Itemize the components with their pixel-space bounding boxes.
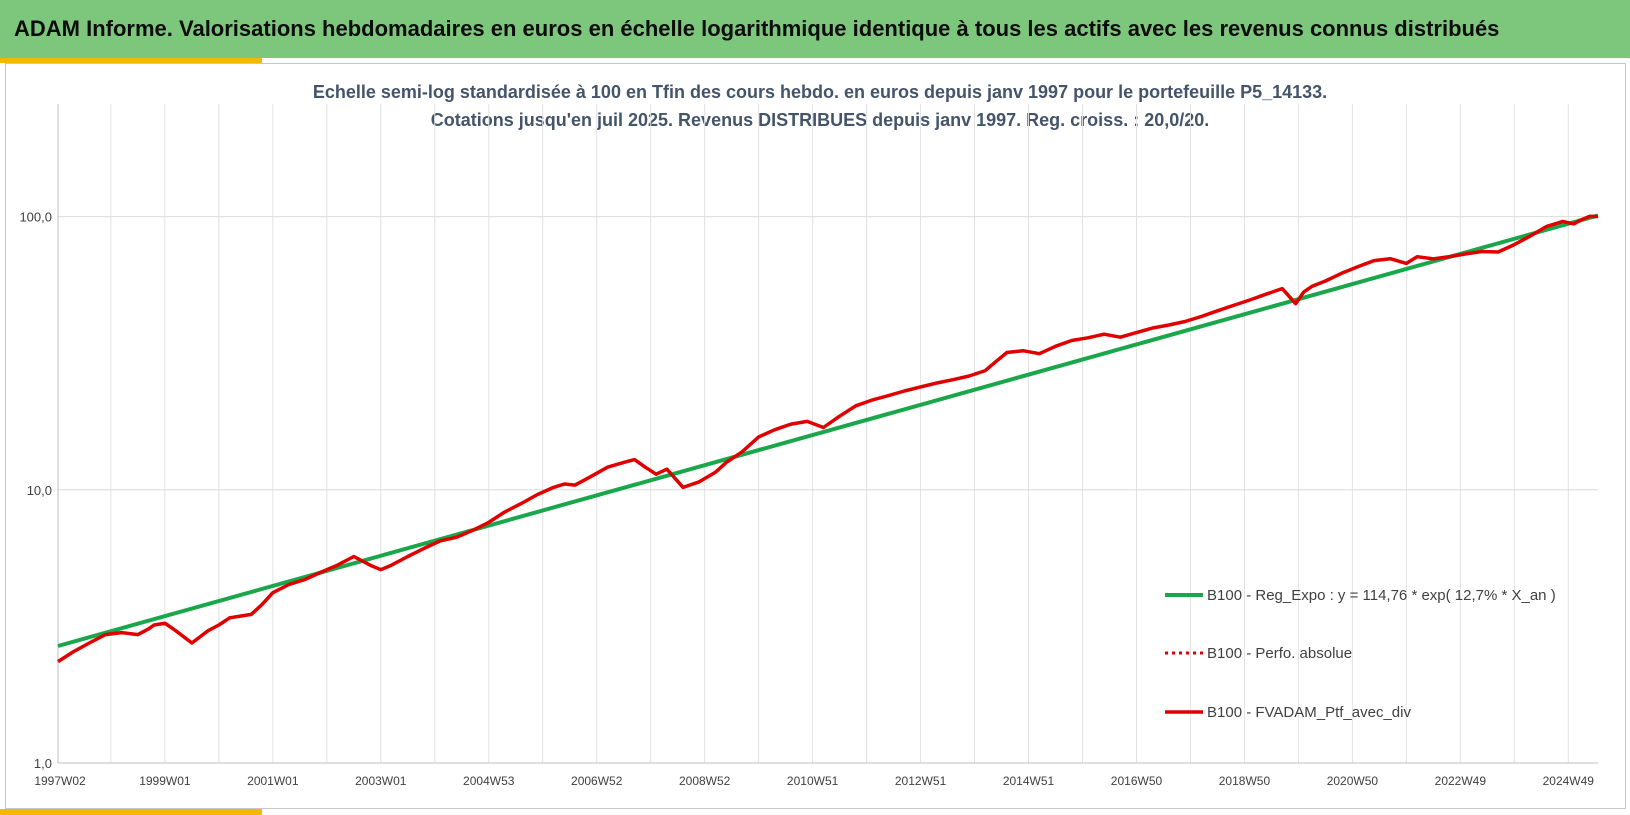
x-tick-label: 2018W50 — [1219, 774, 1271, 788]
x-tick-label: 1997W02 — [34, 774, 86, 788]
chart-axes: 1,0 10,0 100,0 1997W02 1999W01 2001W01 2003W01… — [19, 104, 1598, 788]
x-tick-label: 2022W49 — [1435, 774, 1487, 788]
chart-series — [57, 213, 1599, 664]
report-title: ADAM Informe. Valorisations hebdomadaire… — [14, 16, 1500, 41]
y-tick-label: 10,0 — [27, 483, 52, 498]
chart-grid — [58, 104, 1598, 764]
chart-legend: B100 - Reg_Expo : y = 114,76 * exp( 12,7… — [1165, 587, 1556, 721]
report-banner: ADAM Informe. Valorisations hebdomadaire… — [0, 0, 1630, 58]
x-tick-label: 2014W51 — [1003, 774, 1055, 788]
x-tick-label: 2008W52 — [679, 774, 731, 788]
chart-title-line-2: Cotations jusqu'en juil 2025. Revenus DI… — [430, 110, 1210, 130]
legend-label: B100 - Reg_Expo : y = 114,76 * exp( 12,7… — [1207, 587, 1556, 604]
x-tick-label: 2004W53 — [463, 774, 515, 788]
y-tick-label: 100,0 — [19, 210, 52, 225]
chart-title: Echelle semi-log standardisée à 100 en T… — [0, 78, 1630, 134]
series-line-portfolio — [57, 214, 1599, 664]
accent-bar-top — [0, 58, 262, 63]
x-tick-label: 2012W51 — [895, 774, 947, 788]
x-tick-label: 2024W49 — [1543, 774, 1595, 788]
legend-label: B100 - FVADAM_Ptf_avec_div — [1207, 704, 1411, 721]
x-tick-label: 2016W50 — [1111, 774, 1163, 788]
x-tick-label: 2001W01 — [247, 774, 299, 788]
series-line-regression — [57, 213, 1599, 648]
x-tick-label: 2010W51 — [787, 774, 839, 788]
x-tick-label: 2020W50 — [1327, 774, 1379, 788]
x-tick-label: 1999W01 — [139, 774, 191, 788]
x-tick-label: 2006W52 — [571, 774, 623, 788]
accent-bar-bottom — [0, 809, 262, 815]
chart-title-line-1: Echelle semi-log standardisée à 100 en T… — [312, 82, 1328, 102]
y-tick-label: 1,0 — [34, 756, 52, 771]
legend-label: B100 - Perfo. absolue — [1207, 645, 1352, 662]
x-tick-label: 2003W01 — [355, 774, 407, 788]
